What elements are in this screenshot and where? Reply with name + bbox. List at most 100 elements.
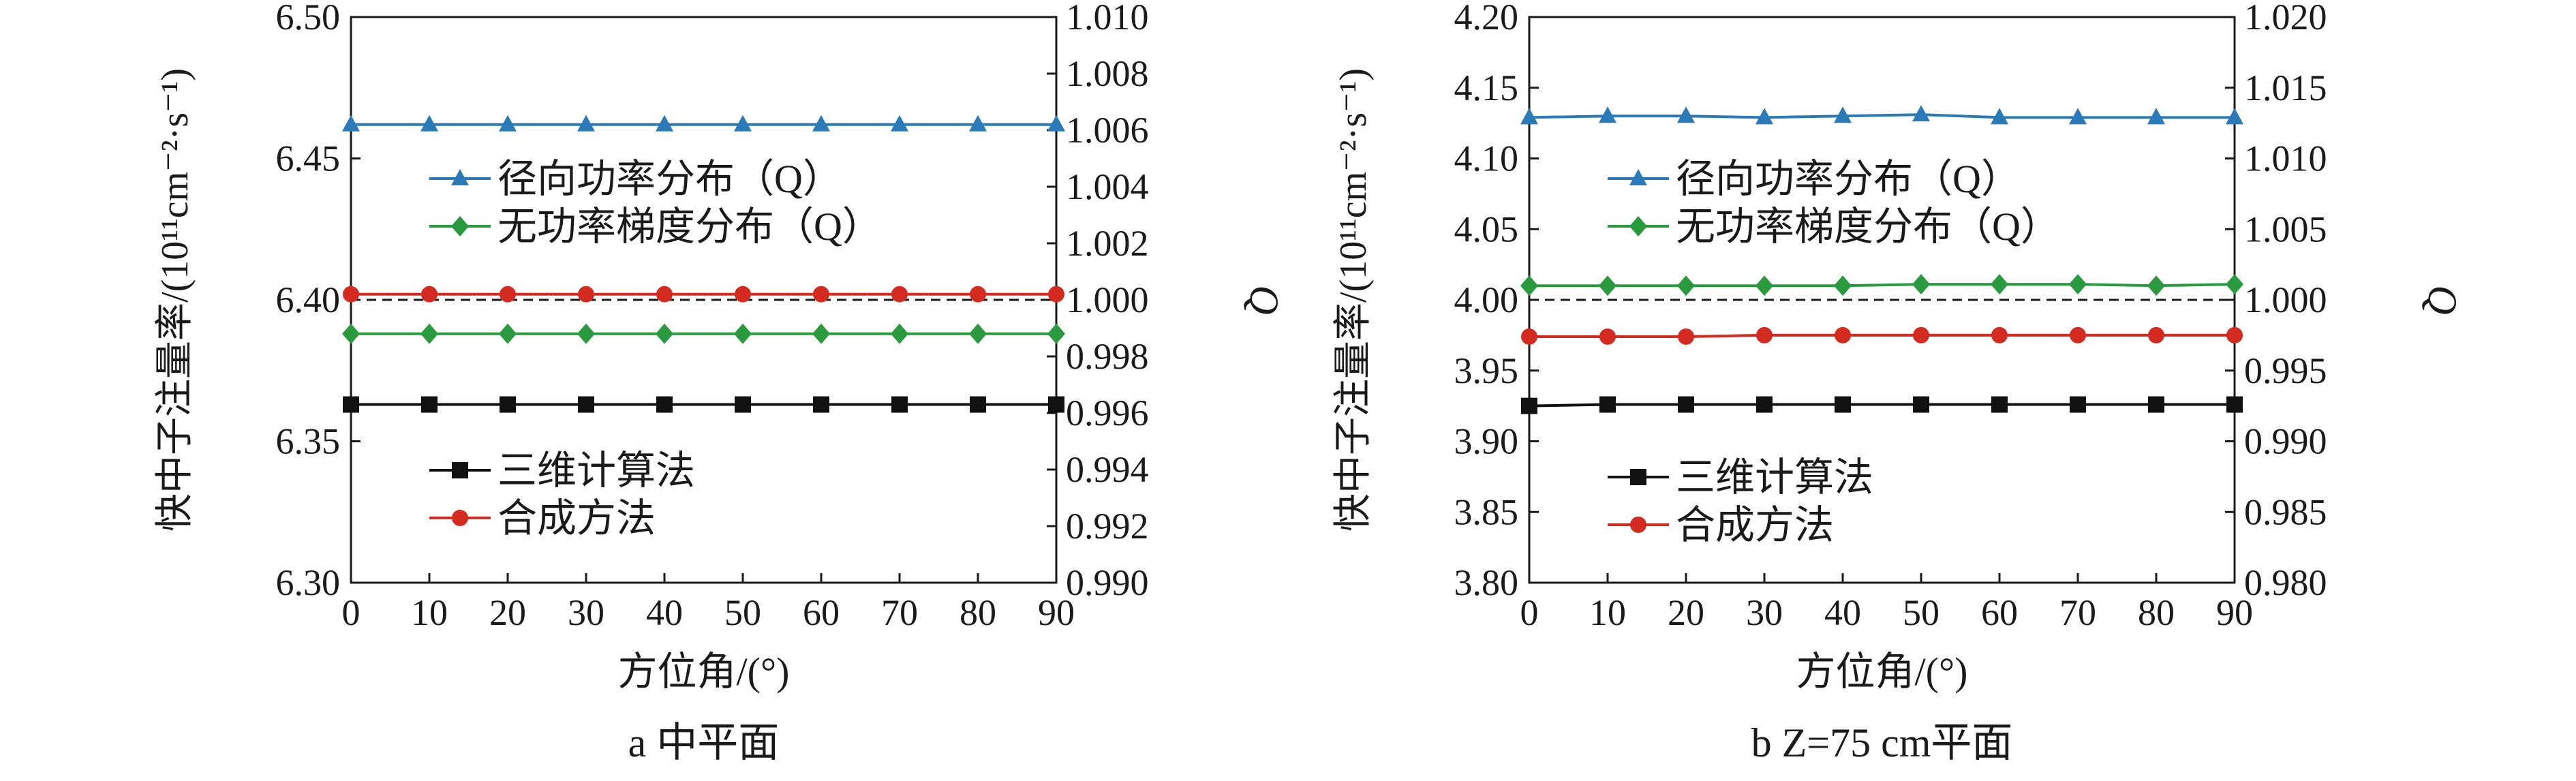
data-point: [1048, 286, 1064, 303]
y-right-tick-label: 1.004: [1066, 166, 1149, 207]
data-point: [1047, 323, 1065, 344]
data-point: [1678, 328, 1694, 345]
data-point: [656, 323, 673, 344]
data-point: [1677, 106, 1695, 123]
legend-item: 无功率梯度分布（Q）: [1608, 204, 2060, 249]
data-point: [343, 396, 359, 413]
series-line: [1529, 283, 2235, 288]
y-left-tick-label: 4.05: [1454, 209, 1519, 249]
data-point: [812, 114, 830, 132]
y-right-tick-label: 0.992: [1066, 506, 1149, 547]
data-point: [2148, 326, 2164, 343]
y-right-axis-title: Q: [2420, 285, 2465, 314]
y-right-tick-label: 1.015: [2244, 67, 2327, 108]
legend-label: 合成方法: [497, 496, 656, 540]
x-tick-label: 60: [803, 592, 840, 633]
legend-label: 径向功率分布（Q）: [1676, 157, 2021, 201]
data-point: [577, 323, 595, 344]
legend-label: 三维计算法: [497, 448, 695, 493]
data-point: [1991, 274, 2008, 295]
x-tick-label: 50: [724, 592, 761, 633]
data-point: [1520, 108, 1538, 125]
caption: b Z=75 cm平面: [1751, 720, 2013, 765]
data-point: [1520, 275, 1538, 296]
x-tick-label: 30: [1746, 592, 1783, 633]
data-point: [2226, 396, 2243, 413]
legend-marker: [452, 462, 468, 478]
data-point: [891, 323, 908, 344]
data-point: [1912, 105, 1930, 122]
legend-item: 三维计算法: [1608, 455, 1873, 500]
y-right-tick-label: 0.994: [1066, 449, 1149, 490]
data-point: [2147, 275, 2165, 296]
data-point: [420, 114, 438, 132]
series-circle: [1521, 326, 2243, 345]
y-right-tick-label: 0.995: [2244, 350, 2327, 391]
series-line: [1529, 113, 2235, 119]
legend-label: 合成方法: [1676, 503, 1834, 547]
data-point: [734, 114, 752, 132]
y-left-tick-label: 6.30: [276, 562, 341, 603]
series-square: [1521, 396, 2243, 414]
y-right-tick-label: 1.020: [2244, 0, 2327, 37]
y-left-tick-label: 6.40: [276, 279, 341, 320]
y-right-tick-label: 1.006: [1066, 110, 1149, 151]
data-point: [1756, 326, 1773, 343]
data-point: [1991, 326, 2008, 343]
x-tick-label: 80: [2138, 592, 2175, 633]
legend-item: 径向功率分布（Q）: [429, 157, 842, 201]
x-tick-label: 80: [960, 592, 996, 633]
data-point: [1834, 275, 1852, 296]
data-point: [500, 286, 516, 303]
y-right-tick-label: 1.000: [1066, 279, 1149, 320]
y-left-tick-label: 4.15: [1454, 67, 1519, 108]
legend-item: 合成方法: [429, 496, 656, 540]
series-triangle: [342, 114, 1065, 132]
data-point: [1048, 396, 1064, 413]
series-circle: [343, 286, 1064, 303]
y-left-tick-label: 6.35: [276, 421, 341, 462]
data-point: [1912, 274, 1930, 295]
data-point: [734, 323, 752, 344]
x-tick-label: 40: [1824, 592, 1861, 633]
data-point: [577, 114, 595, 132]
legend-label: 无功率梯度分布（Q）: [1676, 204, 2060, 249]
data-point: [500, 396, 516, 413]
x-tick-label: 10: [411, 592, 448, 633]
legend-label: 无功率梯度分布（Q）: [497, 204, 882, 249]
legend-marker: [1629, 169, 1647, 185]
x-tick-label: 90: [2216, 592, 2253, 633]
y-left-tick-label: 3.95: [1454, 350, 1519, 391]
legend-marker: [451, 169, 469, 185]
caption: a 中平面: [628, 720, 780, 765]
series-line: [1529, 333, 2235, 338]
data-point: [421, 396, 438, 413]
data-point: [970, 286, 986, 303]
data-point: [969, 323, 987, 344]
x-tick-label: 60: [1981, 592, 2018, 633]
y-right-tick-label: 0.990: [1066, 562, 1149, 603]
y-right-tick-label: 1.010: [2244, 138, 2327, 179]
series-diamond: [1520, 274, 2243, 296]
x-tick-label: 0: [1520, 592, 1539, 633]
legend-item: 径向功率分布（Q）: [1608, 157, 2021, 201]
x-tick-label: 50: [1903, 592, 1939, 633]
series-triangle: [1520, 105, 2243, 125]
data-point: [1599, 328, 1616, 345]
y-left-tick-label: 3.90: [1454, 421, 1519, 462]
y-right-tick-label: 1.002: [1066, 223, 1149, 264]
data-point: [2147, 108, 2165, 125]
y-left-tick-label: 4.20: [1454, 0, 1519, 37]
data-point: [1756, 396, 1773, 413]
y-right-tick-label: 0.985: [2244, 491, 2327, 532]
x-tick-label: 0: [342, 592, 361, 633]
legend-label: 径向功率分布（Q）: [497, 157, 842, 201]
data-point: [499, 114, 517, 132]
data-point: [1599, 396, 1616, 413]
legend-item: 无功率梯度分布（Q）: [429, 204, 882, 249]
y-right-tick-label: 0.990: [2244, 421, 2327, 462]
y-left-axis-title: 快中子注量率/(10¹¹cm⁻²·s⁻¹): [1332, 68, 1375, 532]
data-point: [1521, 328, 1537, 345]
data-point: [1677, 275, 1695, 296]
y-left-axis-title: 快中子注量率/(10¹¹cm⁻²·s⁻¹): [154, 68, 196, 532]
